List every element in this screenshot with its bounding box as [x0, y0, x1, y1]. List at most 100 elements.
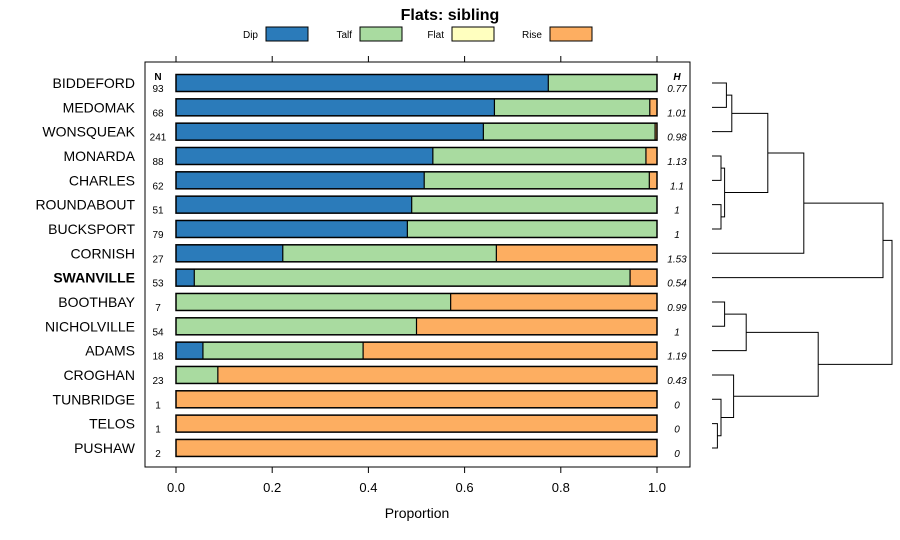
legend: Dip Talf Flat Rise — [243, 26, 593, 42]
bar-charles-rise — [649, 171, 657, 189]
bar-wonsqueak-dip — [176, 123, 484, 141]
h-value-swanville: 0.54 — [667, 279, 687, 290]
n-value-charles: 62 — [152, 181, 164, 192]
bar-boothbay-talf — [176, 293, 451, 311]
dendrogram-branch-g — [712, 152, 805, 254]
n-value-biddeford: 93 — [152, 84, 164, 95]
h-value-cornish: 1.53 — [667, 254, 687, 265]
h-value-biddeford: 0.77 — [667, 84, 687, 95]
row-label-cornish: CORNISH — [70, 245, 135, 261]
row-label-monarda: MONARDA — [63, 148, 135, 164]
bar-adams-dip — [176, 342, 203, 360]
bar-adams-talf — [202, 342, 364, 360]
bar-outline-telos — [175, 414, 658, 433]
bar-wonsqueak-talf — [483, 123, 656, 141]
h-value-bucksport: 1 — [674, 230, 680, 241]
h-value-telos: 0 — [674, 425, 680, 436]
n-value-tunbridge: 1 — [155, 400, 161, 411]
row-label-telos: TELOS — [89, 416, 135, 432]
row-label-biddeford: BIDDEFORD — [53, 75, 135, 91]
bar-monarda-dip — [176, 147, 433, 165]
bars — [175, 73, 658, 458]
n-labels: 93 68 241 88 62 51 79 27 53 7 54 18 23 1 1 2 — [150, 84, 167, 460]
h-value-tunbridge: 0 — [674, 400, 680, 411]
legend-swatch-talf — [359, 26, 403, 42]
dendrogram-branch-d — [712, 204, 722, 230]
row-label-adams: ADAMS — [85, 343, 135, 359]
h-value-pushaw: 0 — [674, 449, 680, 460]
n-value-nicholville: 54 — [152, 327, 164, 338]
n-value-pushaw: 2 — [155, 449, 161, 460]
bar-cornish-rise — [496, 244, 657, 262]
dendrogram-branch-a — [712, 82, 727, 108]
bar-croghan-talf — [176, 366, 218, 384]
bar-outline-pushaw — [175, 438, 658, 458]
n-value-croghan: 23 — [152, 376, 164, 387]
bar-outline-adams — [175, 341, 658, 360]
dendrogram-branch-m — [712, 374, 735, 419]
row-label-tunbridge: TUNBRIDGE — [53, 391, 135, 407]
dendrogram-branch-f — [724, 112, 769, 193]
x-tick-label: 0.4 — [359, 480, 377, 495]
x-axis: 0.0 0.2 0.4 0.6 0.8 1.0 — [167, 56, 666, 495]
bar-monarda-talf — [432, 147, 646, 165]
bar-charles-talf — [424, 171, 650, 189]
row-label-roundabout: ROUNDABOUT — [35, 197, 135, 213]
h-value-wonsqueak: 0.98 — [667, 133, 687, 144]
bar-nicholville-rise — [416, 317, 657, 335]
h-labels: 0.77 1.01 0.98 1.13 1.1 1 1 1.53 0.54 0.99 1 1.19 0.… — [667, 84, 687, 460]
dendrogram-branch-b — [712, 94, 733, 133]
dendrogram-branch-k — [712, 423, 718, 449]
x-axis-label: Proportion — [385, 505, 450, 521]
x-tick-label: 1.0 — [648, 480, 666, 495]
legend-label-rise: Rise — [522, 30, 542, 41]
bar-outline-roundabout — [175, 195, 658, 214]
legend-swatch-dip — [265, 26, 309, 42]
bar-outline-charles — [175, 171, 658, 190]
bar-swanville-talf — [194, 269, 631, 287]
bar-bucksport-talf — [407, 220, 657, 238]
dendrogram-branch-h — [712, 202, 884, 279]
row-label-croghan: CROGHAN — [63, 367, 135, 383]
bar-pushaw-rise — [176, 439, 657, 457]
bar-tunbridge-rise — [176, 390, 657, 408]
bar-adams-rise — [363, 342, 657, 360]
h-value-roundabout: 1 — [674, 206, 680, 217]
bar-roundabout-dip — [176, 196, 412, 214]
legend-swatch-rise — [549, 26, 593, 42]
bar-cornish-talf — [282, 244, 497, 262]
n-value-cornish: 27 — [152, 254, 164, 265]
legend-swatch-flat — [451, 26, 495, 42]
bar-roundabout-talf — [411, 196, 657, 214]
row-label-boothbay: BOOTHBAY — [58, 294, 135, 310]
bar-medomak-dip — [176, 98, 495, 116]
row-label-bucksport: BUCKSPORT — [48, 221, 135, 237]
legend-label-dip: Dip — [243, 30, 258, 41]
row-label-pushaw: PUSHAW — [74, 440, 136, 456]
dendrogram-branch-j — [712, 313, 747, 352]
n-column-header: N — [154, 72, 161, 83]
bar-outline-medomak — [175, 98, 658, 117]
bar-outline-croghan — [175, 365, 658, 385]
dendrogram-branch-l — [712, 398, 722, 437]
bar-outline-boothbay — [175, 292, 658, 312]
h-value-monarda: 1.13 — [667, 157, 687, 168]
row-labels: BIDDEFORD MEDOMAK WONSQUEAK MONARDA CHARLES R… — [35, 75, 135, 456]
row-label-wonsqueak: WONSQUEAK — [42, 124, 135, 140]
bar-outline-monarda — [175, 146, 658, 166]
n-value-roundabout: 51 — [152, 206, 164, 217]
row-label-charles: CHARLES — [69, 172, 135, 188]
n-value-wonsqueak: 241 — [150, 133, 167, 144]
bar-boothbay-rise — [450, 293, 657, 311]
chart-title: Flats: sibling — [401, 7, 500, 24]
n-value-bucksport: 79 — [152, 230, 164, 241]
h-value-medomak: 1.01 — [667, 108, 686, 119]
x-tick-label: 0.6 — [456, 480, 474, 495]
n-value-medomak: 68 — [152, 108, 164, 119]
bar-wonsqueak-rise — [655, 123, 657, 141]
bar-cornish-dip — [176, 244, 283, 262]
h-value-croghan: 0.43 — [667, 376, 687, 387]
row-label-swanville: SWANVILLE — [53, 270, 135, 286]
bar-telos-rise — [176, 415, 657, 433]
